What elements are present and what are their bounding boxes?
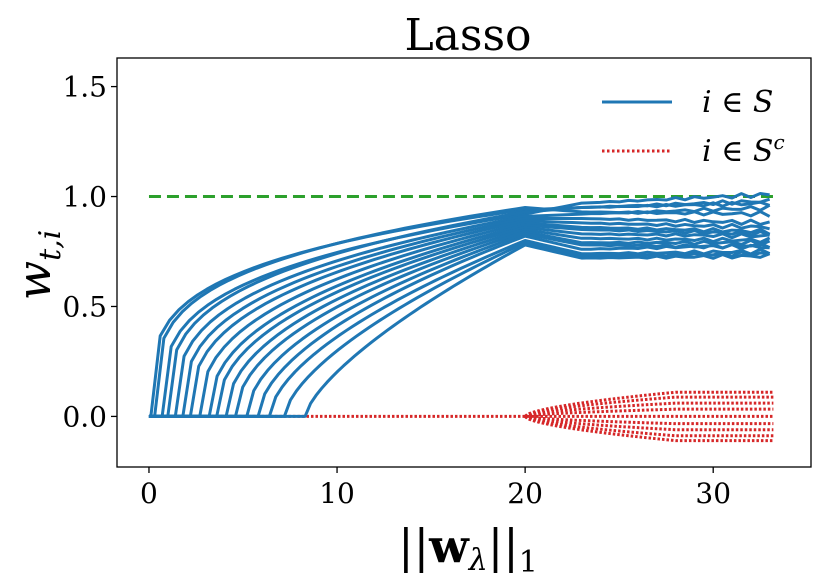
plot-area [116, 57, 812, 468]
off-support-path [524, 415, 774, 432]
off-support-path [524, 395, 774, 418]
support-path [148, 232, 770, 418]
chart-title: Lasso [404, 10, 531, 61]
x-tick-label: 30 [695, 477, 731, 510]
svg-text:||wλ||1: ||wλ||1 [398, 519, 538, 580]
off-support-path [524, 401, 774, 418]
support-path [148, 239, 771, 418]
legend-label-support-text: i ∈ S [702, 85, 773, 120]
x-tick-label: 20 [507, 477, 543, 510]
off-support-path [524, 390, 774, 418]
support-path [148, 228, 771, 418]
support-series [148, 191, 771, 418]
plot-frame [116, 57, 812, 468]
off-support-path [524, 407, 774, 418]
off-support-path [524, 414, 774, 426]
y-tick-label: 1.5 [62, 71, 107, 104]
off-support-path [524, 415, 774, 438]
y-axis-ticks: 0.0 0.5 1.0 1.5 [62, 71, 117, 433]
support-path [148, 243, 771, 418]
legend: i ∈ S i ∈ Sc [602, 85, 785, 169]
support-path [148, 241, 770, 418]
y-tick-label: 0.0 [62, 400, 107, 433]
legend-label-off-support: i ∈ Sc [702, 130, 785, 169]
support-path [148, 197, 771, 418]
y-tick-label: 0.5 [62, 290, 107, 323]
support-path [148, 234, 771, 418]
support-path [148, 221, 771, 418]
support-path [148, 219, 770, 418]
x-tick-label: 0 [140, 477, 158, 510]
support-path [148, 217, 770, 418]
support-path [148, 230, 771, 418]
support-path [148, 223, 771, 418]
x-tick-label: 10 [319, 477, 355, 510]
legend-label-support: i ∈ S [702, 85, 773, 120]
x-axis-label: ||wλ||1 [398, 519, 538, 580]
x-axis-ticks: 0 10 20 30 [140, 467, 731, 510]
off-support-path [524, 415, 774, 443]
support-path [148, 225, 770, 418]
y-axis-label: wt,i [7, 230, 68, 301]
svg-text:wt,i: wt,i [7, 230, 68, 301]
y-tick-label: 1.0 [62, 181, 107, 214]
support-path [148, 203, 771, 418]
